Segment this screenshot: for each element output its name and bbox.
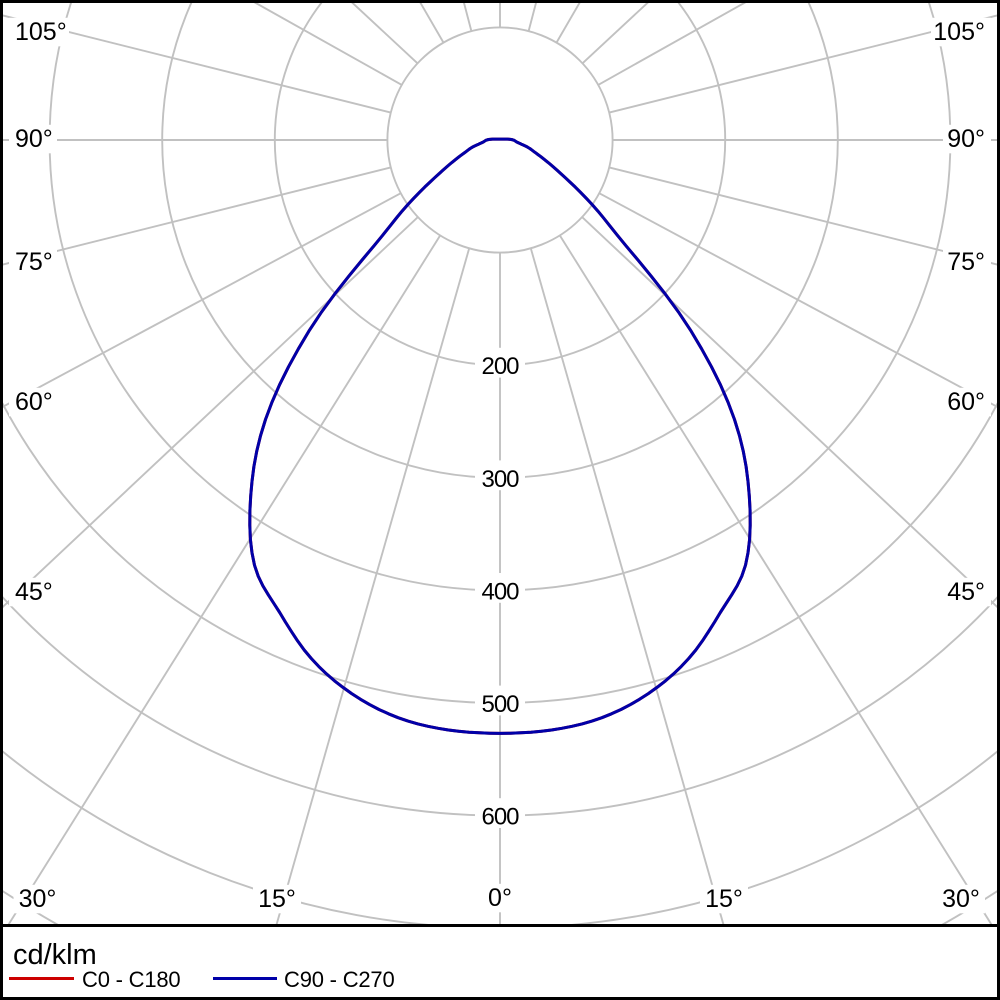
svg-text:75°: 75° [947, 248, 985, 276]
svg-text:90°: 90° [947, 125, 985, 153]
svg-text:60°: 60° [15, 388, 53, 416]
svg-text:45°: 45° [947, 578, 985, 606]
svg-text:C0 - C180: C0 - C180 [82, 967, 180, 992]
svg-text:15°: 15° [705, 885, 743, 913]
svg-text:C90 - C270: C90 - C270 [284, 967, 395, 992]
svg-text:15°: 15° [258, 885, 296, 913]
svg-text:30°: 30° [942, 885, 980, 913]
svg-text:60°: 60° [947, 388, 985, 416]
svg-text:600: 600 [481, 804, 519, 831]
svg-text:30°: 30° [19, 885, 57, 913]
svg-text:cd/klm: cd/klm [13, 939, 97, 971]
svg-text:45°: 45° [15, 578, 53, 606]
svg-text:0°: 0° [488, 884, 512, 912]
svg-text:105°: 105° [15, 18, 67, 46]
svg-text:300: 300 [481, 466, 519, 493]
svg-text:400: 400 [481, 578, 519, 605]
svg-text:90°: 90° [15, 125, 53, 153]
svg-text:75°: 75° [15, 248, 53, 276]
svg-text:500: 500 [481, 691, 519, 718]
svg-text:105°: 105° [933, 18, 985, 46]
svg-text:200: 200 [481, 353, 519, 380]
